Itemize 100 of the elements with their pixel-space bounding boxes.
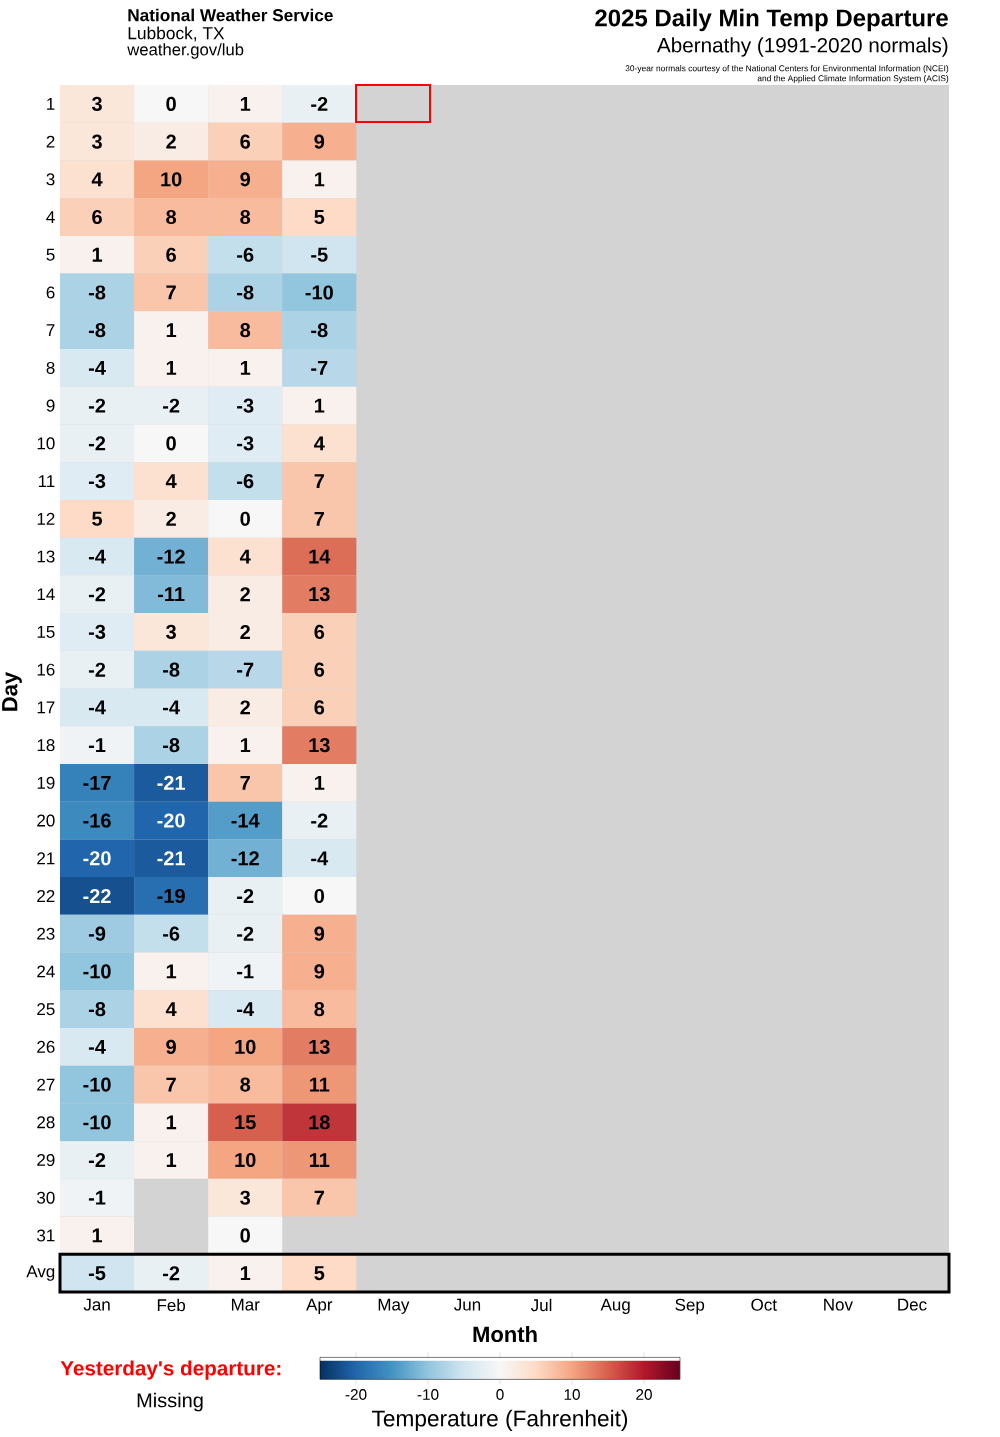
data-label: -3	[88, 473, 106, 489]
data-label: 8	[314, 1002, 325, 1017]
data-label: -2	[311, 813, 328, 828]
data-label: -21	[157, 851, 186, 866]
x-axis-title: Month	[473, 1325, 537, 1343]
data-label: 1	[240, 97, 251, 111]
data-label: -11	[158, 587, 185, 602]
data-label: 7	[314, 511, 324, 526]
data-label: -1	[237, 964, 254, 979]
data-label: -4	[88, 361, 106, 375]
data-label: 15	[235, 1115, 256, 1130]
y-tick-label: 17	[37, 701, 55, 714]
y-tick-label: Avg	[26, 1265, 55, 1281]
y-tick-label: 16	[37, 663, 55, 676]
data-label: -20	[83, 851, 111, 866]
data-label: -16	[83, 813, 111, 828]
data-label: 1	[166, 1153, 177, 1167]
x-tick-label: Jan	[83, 1298, 110, 1311]
data-label: 6	[314, 700, 325, 715]
y-tick-label: 29	[37, 1153, 55, 1167]
data-label: 13	[309, 738, 330, 753]
data-label: 10	[161, 172, 182, 187]
y-tick-label: 19	[37, 776, 55, 789]
data-label: -2	[88, 587, 106, 602]
y-tick-label: 13	[37, 550, 55, 563]
data-label: 1	[314, 172, 325, 187]
text: and the Applied Climate Information System (ACIS)	[757, 75, 949, 83]
data-label: 3	[166, 624, 176, 640]
text: Yesterday's departure:	[60, 1360, 281, 1380]
data-label: 4	[239, 549, 251, 564]
text: weather.gov/lub	[127, 43, 244, 59]
data-label: 1	[166, 1115, 177, 1130]
x-tick-label: Aug	[600, 1298, 630, 1314]
data-label: 9	[166, 1039, 176, 1054]
data-label: 11	[309, 1077, 330, 1092]
x-tick-label: Sep	[675, 1298, 705, 1315]
data-label: -6	[237, 473, 254, 489]
data-label: 9	[314, 926, 325, 941]
x-tick-label: Dec	[898, 1298, 927, 1311]
data-label: 6	[166, 247, 176, 262]
data-label: -4	[88, 700, 106, 715]
x-tick-label: Nov	[824, 1298, 853, 1311]
y-tick-label: 6	[46, 286, 55, 299]
data-label: -4	[311, 851, 329, 866]
x-tick-label: Jul	[530, 1298, 552, 1312]
y-tick-label: 12	[37, 512, 55, 525]
data-label: 0	[240, 1228, 250, 1243]
data-label: 5	[314, 210, 325, 225]
data-label: -8	[237, 285, 254, 300]
y-tick-label: 22	[37, 890, 55, 902]
x-tick-label: Apr	[306, 1298, 333, 1314]
data-label: -8	[163, 662, 180, 677]
data-label: 8	[240, 1077, 251, 1092]
data-label: 5	[314, 1266, 325, 1281]
data-label: -10	[83, 964, 111, 979]
data-label: -2	[237, 926, 254, 941]
data-label: -22	[83, 888, 111, 903]
data-label: -21	[157, 775, 186, 790]
data-label: 7	[166, 1077, 176, 1092]
data-label: 2	[240, 624, 250, 639]
data-label: 7	[240, 775, 250, 790]
y-tick-label: 20	[37, 814, 55, 827]
color-bar-label: -20	[345, 1389, 367, 1400]
data-label: 9	[314, 964, 325, 979]
data-label: -3	[237, 398, 254, 413]
data-label: -6	[237, 247, 254, 262]
data-label: -5	[311, 247, 328, 262]
data-label: 5	[92, 511, 103, 526]
data-label: -10	[83, 1077, 111, 1092]
color-bar-label: -10	[417, 1389, 439, 1400]
data-label: -2	[237, 888, 254, 903]
data-label: 7	[314, 474, 324, 488]
data-label: 6	[92, 209, 102, 225]
data-label: -12	[157, 549, 185, 564]
text: Lubbock, TX	[128, 26, 225, 42]
y-tick-label: 2	[46, 135, 55, 148]
y-tick-label: 15	[37, 626, 55, 638]
y-tick-label: 23	[37, 927, 55, 940]
data-label: 0	[166, 96, 176, 111]
data-label: 9	[240, 172, 251, 187]
data-label: -17	[83, 775, 111, 790]
color-bar-label: 0	[496, 1389, 504, 1400]
data-label: 1	[92, 1228, 103, 1243]
data-label: -2	[88, 662, 106, 677]
data-label: -20	[157, 813, 185, 828]
data-label: -8	[88, 285, 106, 300]
text: National Weather Service	[128, 8, 333, 22]
data-label: 4	[314, 436, 325, 451]
y-tick-label: 1	[47, 98, 55, 110]
y-tick-label: 30	[37, 1191, 55, 1204]
x-tick-label: Oct	[751, 1298, 777, 1311]
data-label: 1	[166, 361, 177, 375]
data-label: 3	[240, 1190, 251, 1205]
data-label: 1	[92, 247, 103, 262]
color-bar-title: Temperature (Fahrenheit)	[372, 1409, 628, 1431]
data-label: -19	[157, 888, 185, 904]
data-label: 2	[166, 511, 176, 526]
data-label: -7	[237, 662, 254, 677]
data-label: -2	[88, 398, 106, 413]
data-label: 0	[314, 888, 325, 904]
